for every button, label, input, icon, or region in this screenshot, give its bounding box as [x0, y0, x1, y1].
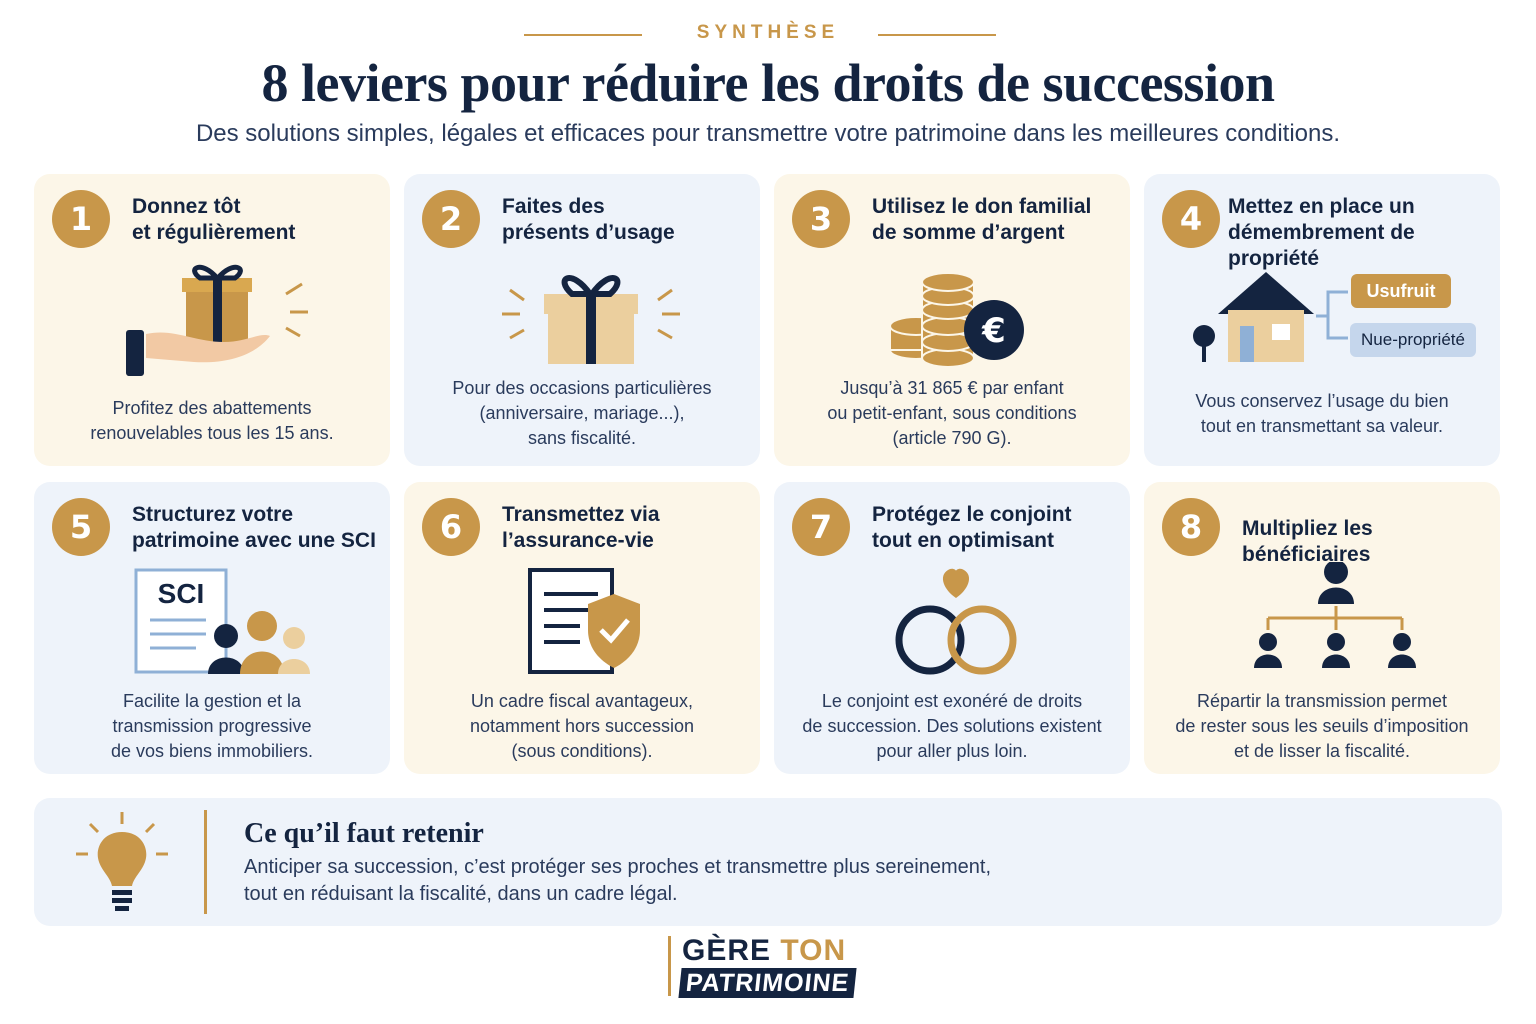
- lever-card-4: 4 Mettez en place un démembrement de prop…: [1144, 174, 1500, 466]
- sci-document-family-icon: [134, 568, 310, 674]
- tag-usufruit: Usufruit: [1351, 274, 1451, 308]
- logo-bar: [668, 936, 671, 996]
- lever-number-badge: 1: [52, 190, 110, 248]
- lever-title: Transmettez via l’assurance-vie: [502, 503, 660, 552]
- lever-title: Utilisez le don familial de somme d’argen…: [872, 195, 1092, 244]
- brand-logo: GÈRE TON PATRIMOINE: [668, 934, 868, 1000]
- lightbulb-icon: [76, 812, 168, 911]
- lever-number-badge: 3: [792, 190, 850, 248]
- lever-title: Protégez le conjoint tout en optimisant: [872, 503, 1072, 552]
- lever-number-badge: 6: [422, 498, 480, 556]
- page-title: 8 leviers pour réduire les droits de suc…: [261, 53, 1275, 113]
- document-shield-icon: [528, 568, 640, 674]
- takeaway-panel: Ce qu’il faut retenir Anticiper sa succe…: [34, 798, 1502, 926]
- lever-title: Donnez tôt et régulièrement: [132, 195, 296, 244]
- house-split-icon: [1193, 272, 1348, 362]
- page-subtitle: Des solutions simples, légales et effica…: [195, 120, 1341, 147]
- lever-number-badge: 7: [792, 498, 850, 556]
- lever-number-badge: 8: [1162, 498, 1220, 556]
- lever-description: Facilite la gestion et la transmission pr…: [110, 691, 314, 761]
- lever-number-badge: 2: [422, 190, 480, 248]
- rings-heart-icon: [895, 568, 1017, 675]
- lever-description: Répartir la transmission permet de rester…: [1175, 691, 1469, 761]
- svg-text:€: €: [981, 311, 1006, 351]
- lever-description: Vous conservez l’usage du bien tout en tr…: [1195, 391, 1449, 436]
- gift-icon: [502, 275, 680, 364]
- eyebrow-label: SYNTHÈSE: [696, 22, 840, 43]
- lever-description: Le conjoint est exonéré de droits de succ…: [802, 691, 1102, 761]
- logo-line-1: GÈRE TON: [682, 934, 847, 967]
- tag-nue-propriete: Nue-propriété: [1350, 323, 1476, 357]
- logo-line-2: PATRIMOINE: [678, 968, 857, 998]
- lever-description: Jusqu’à 31 865 € par enfant ou petit-enfa…: [827, 378, 1077, 448]
- gift-hand-icon: [126, 264, 308, 376]
- lever-description: Profitez des abattements renouvelables to…: [90, 398, 334, 443]
- takeaway-text: Anticiper sa succession, c’est protéger …: [244, 856, 992, 905]
- lever-number-badge: 5: [52, 498, 110, 556]
- lever-title: Structurez votre patrimoine avec une SCI: [132, 503, 376, 552]
- eyebrow: SYNTHÈSE: [0, 22, 1536, 48]
- coins-euro-icon: €: [889, 272, 1024, 368]
- lever-title: Faites des présents d’usage: [502, 195, 675, 244]
- lever-description: Pour des occasions particulières (anniver…: [452, 378, 712, 448]
- lever-card-8: 8 Multipliez les bénéficiaires Répartir …: [1144, 482, 1500, 774]
- lever-card-5: 5 Structurez votre patrimoine avec une SC…: [34, 482, 390, 774]
- eyebrow-rule-left: [524, 34, 642, 36]
- lever-title: Mettez en place un démembrement de propri…: [1228, 195, 1415, 270]
- takeaway-divider: [204, 810, 207, 914]
- lever-card-3: 3 Utilisez le don familial de somme d’arg…: [774, 174, 1130, 466]
- lever-number-badge: 4: [1162, 190, 1220, 248]
- lever-card-1: 1 Donnez tôt et régulièrement Profitez de…: [34, 174, 390, 466]
- org-people-icon: [1254, 562, 1416, 668]
- eyebrow-rule-right: [878, 34, 996, 36]
- lever-card-7: 7 Protégez le conjoint tout en optimisant…: [774, 482, 1130, 774]
- takeaway-title: Ce qu’il faut retenir: [244, 818, 484, 849]
- lever-title: Multipliez les bénéficiaires: [1242, 517, 1373, 566]
- lever-card-2: 2 Faites des présents d’usage Pour des oc…: [404, 174, 760, 466]
- sci-label: SCI: [157, 578, 205, 609]
- lever-card-6: 6 Transmettez via l’assurance-vie Un cadr…: [404, 482, 760, 774]
- lever-description: Un cadre fiscal avantageux, notamment hor…: [469, 691, 695, 761]
